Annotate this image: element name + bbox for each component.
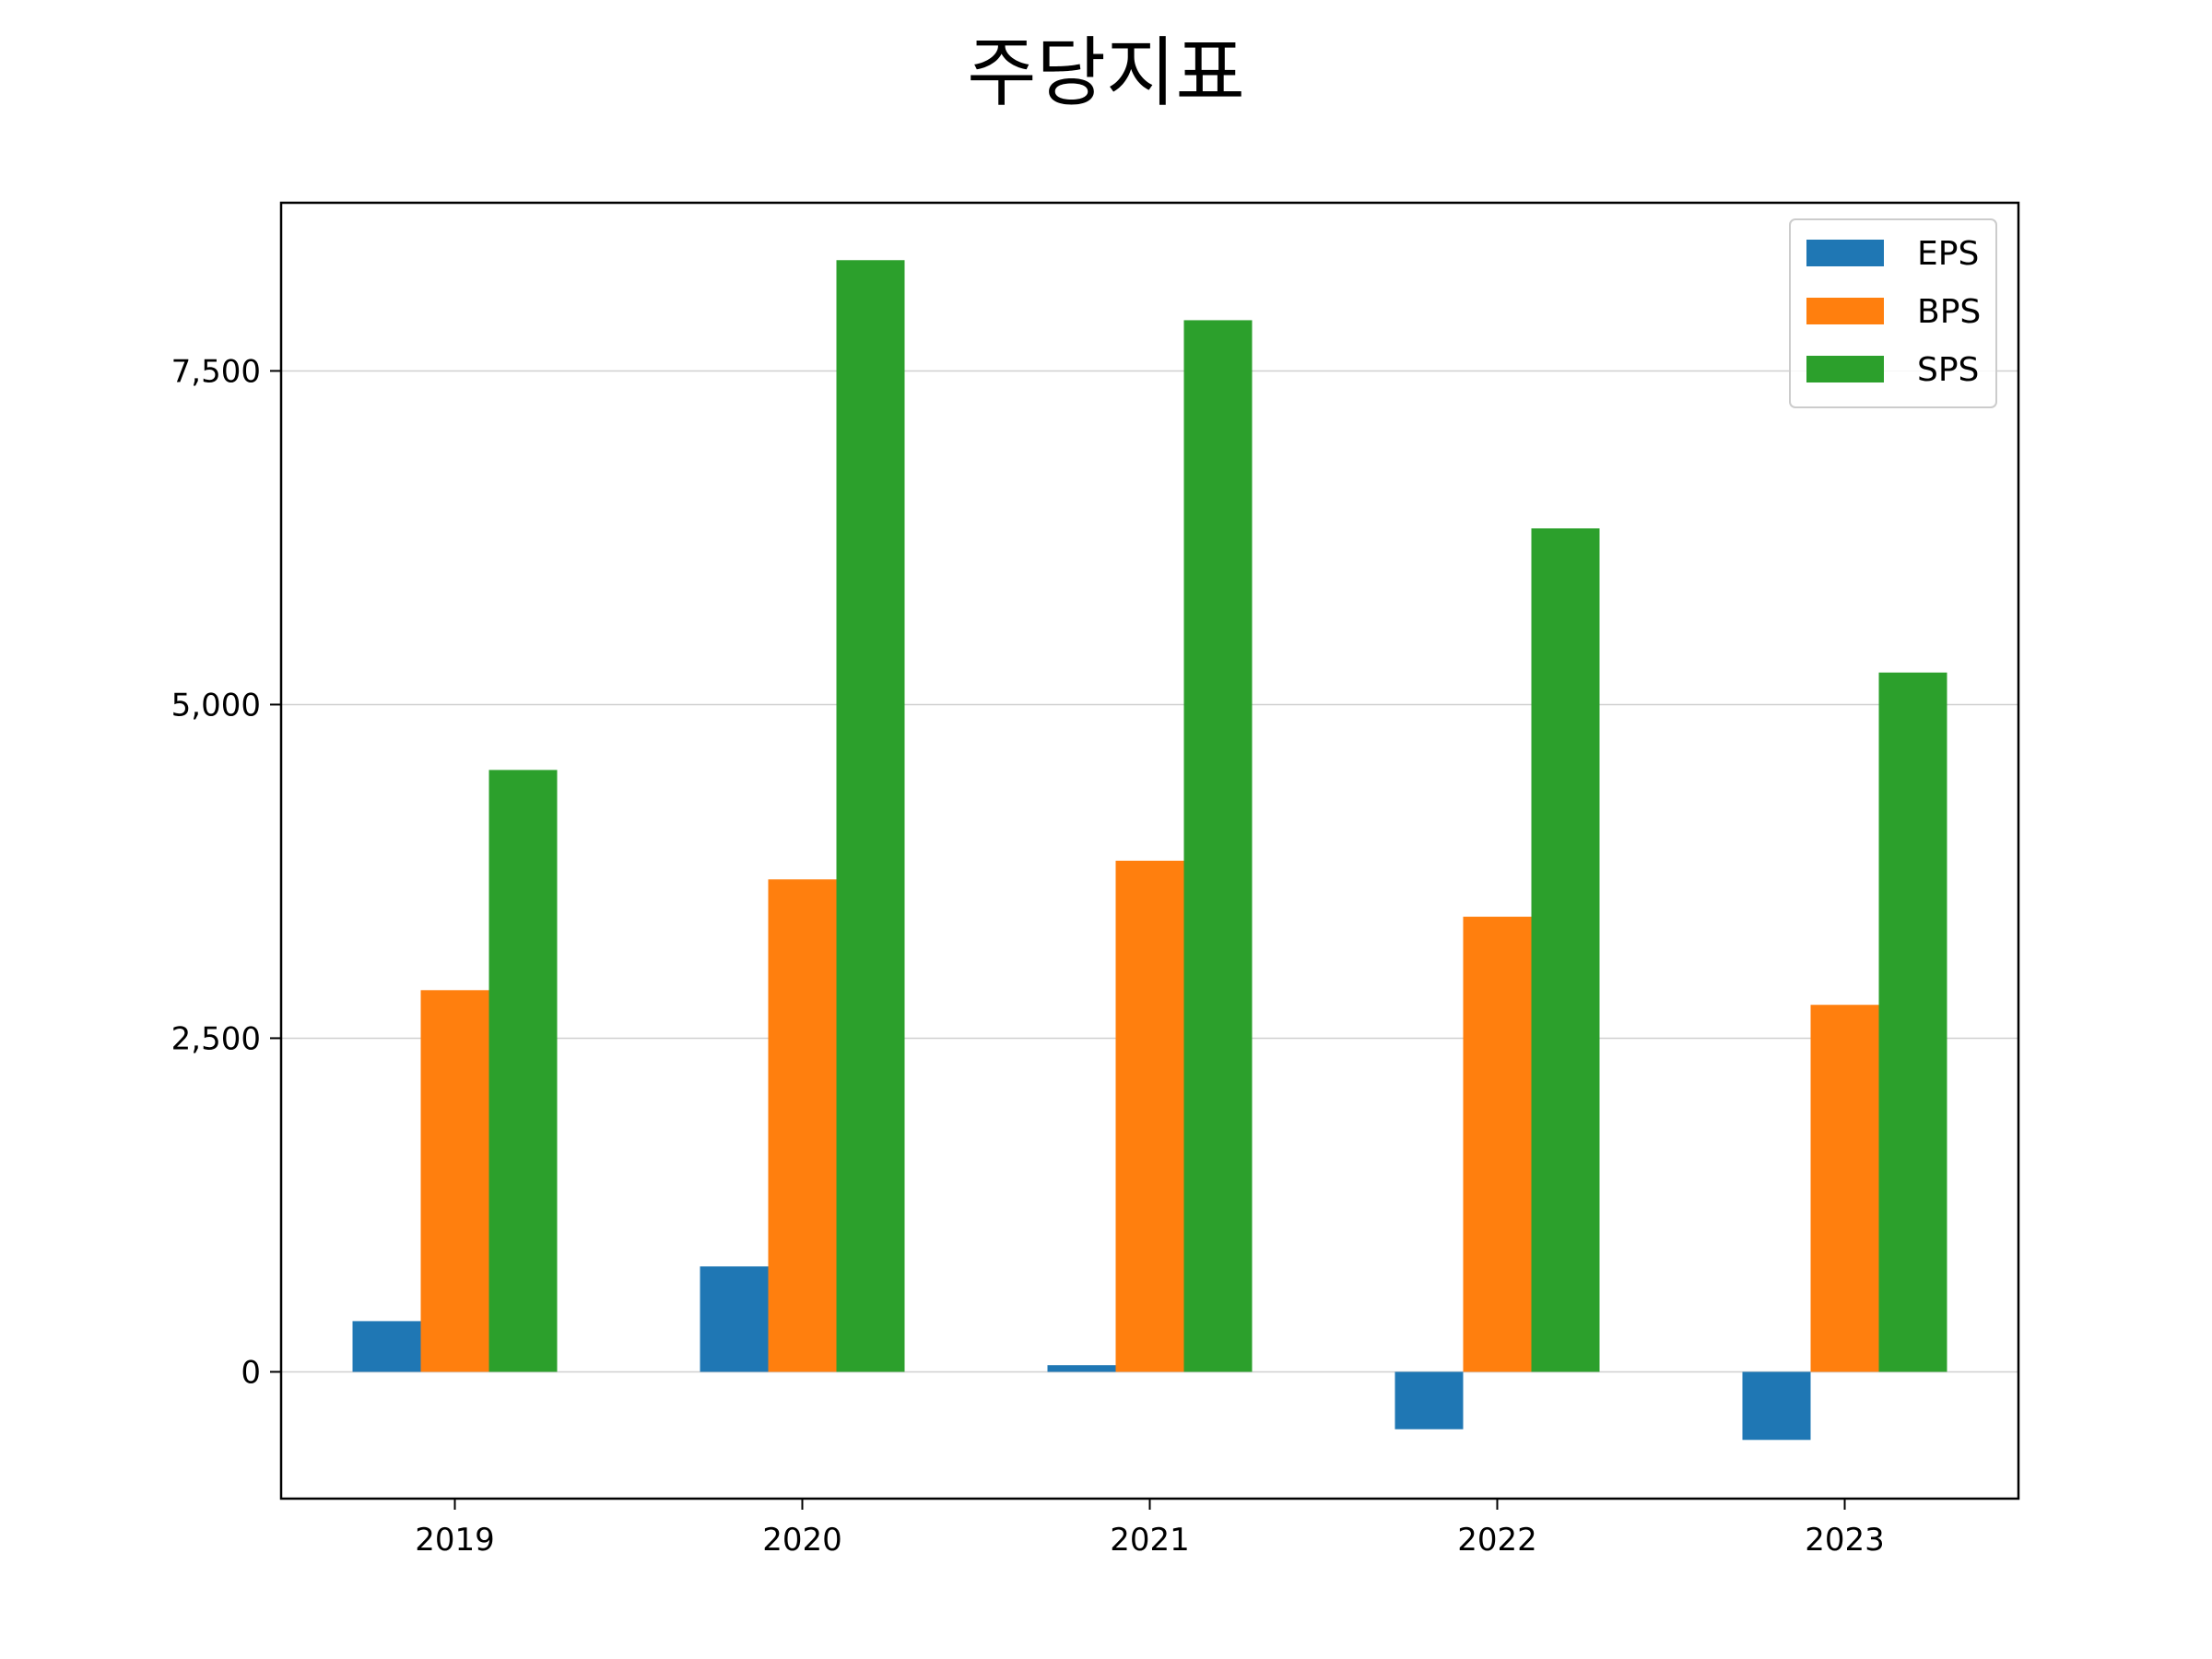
bar-bps-2020: [768, 879, 837, 1372]
bar-sps-2019: [488, 770, 558, 1372]
bar-bps-2019: [420, 990, 489, 1372]
legend-label-bps: BPS: [1917, 293, 1981, 331]
chart-title: 주당지표: [967, 29, 1245, 117]
y-tick-label: 5,000: [171, 687, 261, 724]
bar-bps-2022: [1463, 916, 1532, 1372]
bar-sps-2020: [836, 260, 905, 1372]
legend-swatch-sps: [1806, 356, 1884, 382]
x-tick-label: 2021: [1110, 1522, 1190, 1559]
axes: 0 2,500 5,000 7,500 2019 2020 2021 2022 2023: [171, 353, 1885, 1559]
legend-label-sps: SPS: [1917, 351, 1979, 389]
bar-eps-2021: [1047, 1365, 1116, 1372]
x-tick-label: 2023: [1805, 1522, 1885, 1559]
bar-sps-2022: [1531, 528, 1600, 1372]
legend-label-eps: EPS: [1917, 235, 1979, 273]
bar-sps-2021: [1183, 320, 1253, 1372]
bar-eps-2020: [700, 1266, 769, 1372]
y-tick-label: 2,500: [171, 1020, 261, 1057]
legend-swatch-bps: [1806, 298, 1884, 324]
bar-sps-2023: [1878, 672, 1947, 1372]
bar-eps-2019: [352, 1321, 421, 1372]
x-tick-label: 2022: [1457, 1522, 1537, 1559]
legend: EPS BPS SPS: [1789, 218, 1997, 408]
bar-bps-2021: [1115, 860, 1184, 1372]
y-tick-label: 7,500: [171, 353, 261, 390]
bars: [352, 260, 1947, 1441]
x-tick-label: 2020: [762, 1522, 842, 1559]
legend-swatch-eps: [1806, 240, 1884, 266]
bar-eps-2022: [1394, 1371, 1464, 1430]
bar-bps-2023: [1810, 1005, 1879, 1372]
bar-eps-2023: [1742, 1371, 1811, 1441]
y-tick-label: 0: [241, 1354, 261, 1391]
x-tick-label: 2019: [415, 1522, 495, 1559]
